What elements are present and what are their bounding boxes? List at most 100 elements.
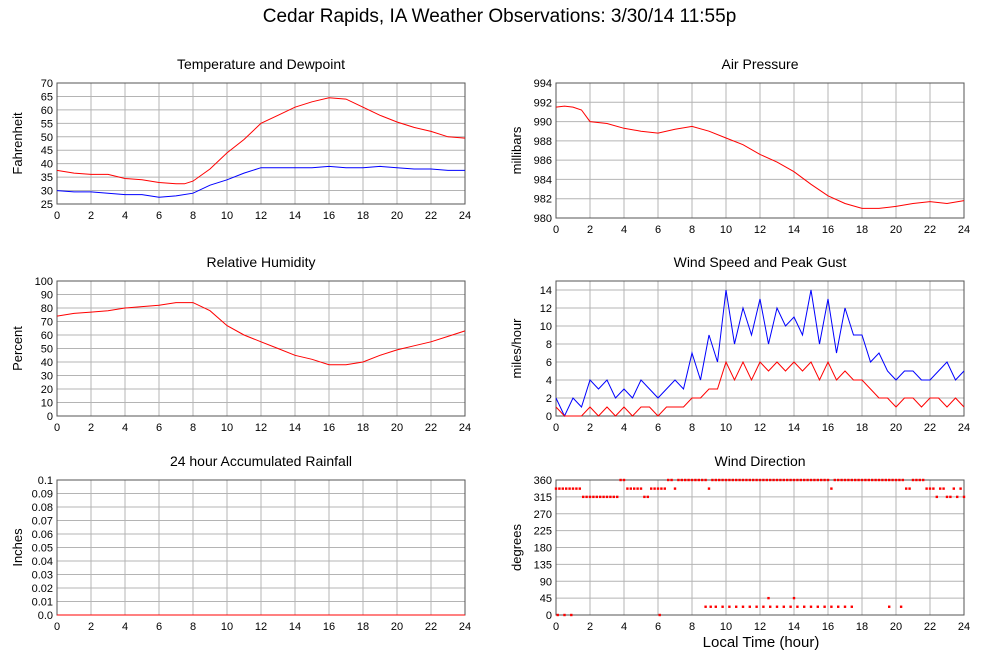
y-tick-label: 225 <box>534 526 552 538</box>
y-tick-label: 25 <box>41 199 53 211</box>
data-point <box>619 478 622 482</box>
data-point <box>796 478 799 482</box>
data-point <box>571 487 575 490</box>
data-point <box>772 478 775 482</box>
data-point <box>701 478 704 482</box>
data-point <box>582 495 585 499</box>
data-point <box>816 605 819 608</box>
data-point <box>888 478 891 482</box>
data-point <box>789 605 792 608</box>
data-point <box>714 605 717 608</box>
x-tick-label: 22 <box>425 210 437 222</box>
x-tick-label: 0 <box>54 621 60 633</box>
data-point <box>922 478 925 482</box>
series-line-1 <box>555 360 965 417</box>
chart-title: Wind Direction <box>714 453 805 469</box>
data-point <box>918 478 921 482</box>
x-tick-label: 6 <box>156 422 162 434</box>
data-point <box>612 495 615 499</box>
y-tick-label: 0.07 <box>32 516 53 528</box>
x-tick-label: 8 <box>689 621 695 633</box>
plot-frame <box>555 82 965 219</box>
x-tick-label: 4 <box>122 621 128 633</box>
data-point <box>609 495 612 499</box>
data-point <box>775 478 779 482</box>
y-tick-label: 60 <box>41 105 53 117</box>
x-tick-label: 14 <box>788 621 800 633</box>
data-point <box>556 613 559 617</box>
data-point <box>667 478 670 482</box>
data-point <box>704 605 707 608</box>
data-point <box>928 487 932 490</box>
page-title: Cedar Rapids, IA Weather Observations: 3… <box>262 6 737 27</box>
data-point <box>677 478 680 482</box>
data-point <box>687 478 690 482</box>
x-tick-label: 0 <box>54 422 60 434</box>
data-point <box>629 487 632 490</box>
x-tick-label: 8 <box>689 224 695 236</box>
data-point <box>570 613 573 617</box>
data-point <box>646 495 649 499</box>
data-point <box>905 487 908 490</box>
plot-frame <box>56 280 466 417</box>
data-point <box>599 495 602 499</box>
y-tick-label: 45 <box>540 593 552 605</box>
plot-frame <box>555 280 965 417</box>
y-tick-label: 0.02 <box>32 583 53 595</box>
y-tick-label: 6 <box>546 357 552 369</box>
data-point <box>962 495 966 499</box>
data-point <box>833 478 836 482</box>
x-tick-label: 16 <box>822 224 834 236</box>
data-point <box>663 487 666 490</box>
y-tick-label: 0.09 <box>32 489 53 501</box>
x-tick-label: 18 <box>856 422 868 434</box>
y-tick-label: 14 <box>540 285 552 297</box>
data-point <box>731 478 734 482</box>
y-tick-label: 994 <box>534 78 552 90</box>
data-point <box>949 495 952 499</box>
data-point <box>602 495 605 499</box>
data-point <box>871 478 874 482</box>
y-tick-label: 0.05 <box>32 543 53 555</box>
data-point <box>803 478 806 482</box>
y-tick-label: 30 <box>41 371 53 383</box>
x-tick-label: 10 <box>720 621 732 633</box>
data-point <box>704 478 707 482</box>
y-tick-label: 90 <box>540 576 552 588</box>
chart-title: Air Pressure <box>721 56 798 72</box>
data-point <box>809 605 813 608</box>
y-axis-label: Percent <box>10 326 25 371</box>
data-point <box>864 478 867 482</box>
x-tick-label: 4 <box>621 224 627 236</box>
data-point <box>840 478 843 482</box>
data-point <box>945 495 949 499</box>
data-point <box>830 605 833 608</box>
y-tick-label: 0.04 <box>32 556 53 568</box>
y-tick-label: 50 <box>41 132 53 144</box>
x-tick-label: 12 <box>754 224 766 236</box>
y-axis-label: miles/hour <box>509 318 524 379</box>
data-point <box>820 478 823 482</box>
y-tick-label: 0.01 <box>32 597 53 609</box>
data-point <box>633 487 636 490</box>
data-point <box>782 605 785 608</box>
data-point <box>779 478 782 482</box>
data-point <box>554 487 558 490</box>
data-point <box>857 478 860 482</box>
data-point <box>721 605 724 608</box>
data-point <box>952 487 955 490</box>
x-tick-label: 24 <box>459 621 471 633</box>
x-tick-label: 12 <box>255 210 267 222</box>
data-point <box>762 478 765 482</box>
x-tick-label: 8 <box>190 422 196 434</box>
y-tick-label: 10 <box>41 398 53 410</box>
x-tick-label: 8 <box>190 210 196 222</box>
data-point <box>741 478 745 482</box>
data-point <box>765 478 768 482</box>
x-tick-label: 12 <box>754 621 766 633</box>
series-line-0 <box>555 289 965 418</box>
data-point <box>741 605 745 608</box>
x-tick-label: 12 <box>754 422 766 434</box>
